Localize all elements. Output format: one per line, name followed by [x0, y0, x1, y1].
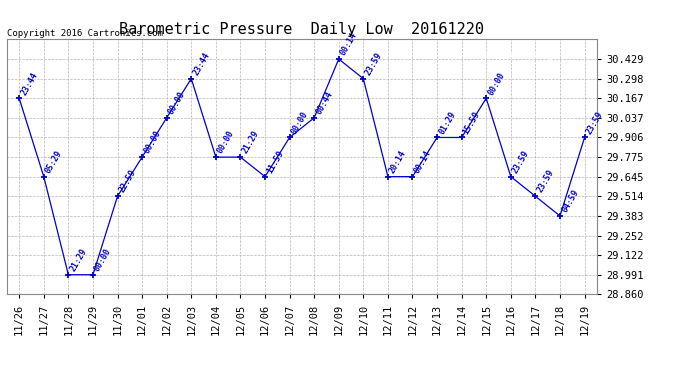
Text: 21:29: 21:29 — [240, 129, 261, 155]
Title: Barometric Pressure  Daily Low  20161220: Barometric Pressure Daily Low 20161220 — [119, 22, 484, 37]
Text: 00:00: 00:00 — [93, 247, 113, 273]
Text: 23:59: 23:59 — [364, 51, 384, 77]
Text: Copyright 2016 Cartronics.com: Copyright 2016 Cartronics.com — [7, 28, 163, 38]
Text: 23:59: 23:59 — [584, 110, 605, 136]
Text: 00:14: 00:14 — [413, 148, 433, 175]
Text: 05:29: 05:29 — [43, 148, 64, 175]
Text: 21:29: 21:29 — [68, 247, 88, 273]
Text: 00:00: 00:00 — [486, 70, 506, 96]
Text: 20:14: 20:14 — [388, 148, 408, 175]
Text: 23:44: 23:44 — [191, 51, 212, 77]
Text: 00:00: 00:00 — [216, 129, 236, 155]
Text: 23:59: 23:59 — [535, 168, 555, 195]
Text: 00:00: 00:00 — [142, 129, 162, 155]
Text: 23:44: 23:44 — [19, 70, 39, 96]
Text: 00:00: 00:00 — [290, 110, 310, 136]
Text: 00:44: 00:44 — [314, 90, 335, 116]
Text: 00:00: 00:00 — [167, 90, 187, 116]
Text: 00:14: 00:14 — [339, 31, 359, 57]
Text: 22:59: 22:59 — [117, 168, 138, 195]
Text: 23:59: 23:59 — [511, 148, 531, 175]
Text: 11:59: 11:59 — [265, 148, 285, 175]
Text: 15:59: 15:59 — [462, 110, 482, 136]
Text: 04:59: 04:59 — [560, 188, 580, 214]
Text: 01:29: 01:29 — [437, 110, 457, 136]
